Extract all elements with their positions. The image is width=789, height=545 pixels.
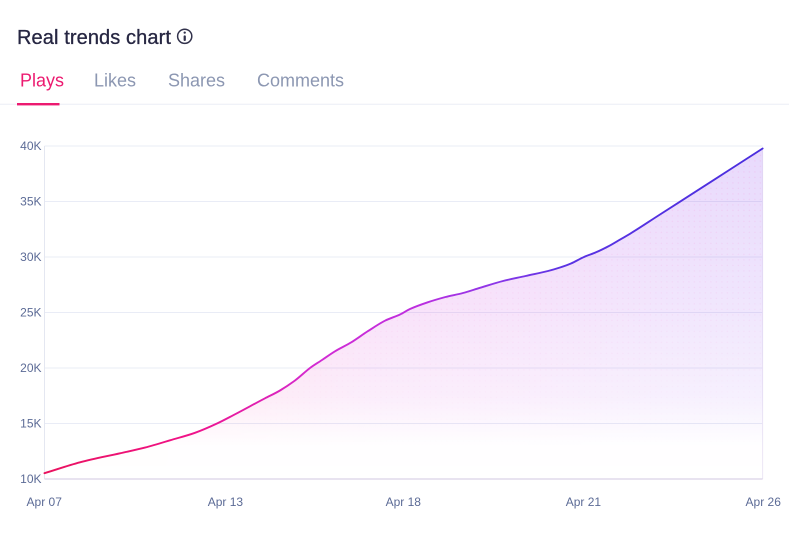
svg-text:Apr 13: Apr 13: [208, 495, 244, 509]
svg-text:25K: 25K: [20, 306, 41, 320]
svg-text:Comments: Comments: [257, 71, 344, 91]
svg-text:Shares: Shares: [168, 71, 225, 91]
svg-text:Likes: Likes: [94, 71, 136, 91]
svg-text:Plays: Plays: [20, 71, 64, 91]
svg-text:Apr 26: Apr 26: [746, 495, 782, 509]
svg-text:30K: 30K: [20, 250, 41, 264]
svg-text:35K: 35K: [20, 195, 41, 209]
svg-text:Apr 18: Apr 18: [386, 495, 422, 509]
svg-text:Apr 07: Apr 07: [27, 495, 63, 509]
svg-text:10K: 10K: [20, 472, 41, 486]
svg-text:15K: 15K: [20, 417, 41, 431]
svg-text:40K: 40K: [20, 139, 41, 153]
svg-text:Apr 21: Apr 21: [566, 495, 602, 509]
svg-text:20K: 20K: [20, 361, 41, 375]
svg-text:Real trends chart: Real trends chart: [17, 27, 171, 49]
